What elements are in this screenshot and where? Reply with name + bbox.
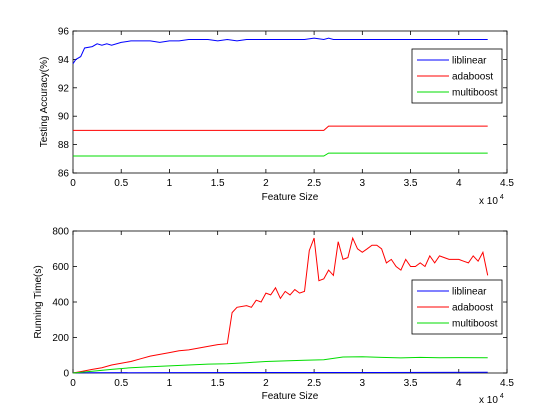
chart-accuracy-x-multiplier-base: x 10 bbox=[479, 196, 498, 207]
chart-accuracy: 0 0.5 1 1.5 2 2.5 3 3.5 4 4.5 86 88 90 92 94 96 Feature… bbox=[39, 27, 514, 208]
chart-accuracy-y-tick-label: 90 bbox=[58, 112, 70, 123]
chart-accuracy-legend-entries: liblinear adaboost multiboost bbox=[417, 56, 498, 99]
chart-running-time-series bbox=[72, 236, 489, 374]
chart-accuracy-y-tick-label: 94 bbox=[58, 55, 70, 66]
chart-running-time-x-tick-label: 0.5 bbox=[114, 378, 128, 389]
chart-accuracy-x-tick-label: 4 bbox=[456, 178, 462, 189]
chart-accuracy-legend-label-multiboost: multiboost bbox=[452, 88, 498, 99]
chart-running-time-y-tick-label: 200 bbox=[52, 333, 69, 344]
chart-running-time-x-multiplier: x 10 4 bbox=[479, 393, 504, 406]
chart-running-time-x-tick-label: 2 bbox=[263, 378, 269, 389]
chart-accuracy-legend-label-adaboost: adaboost bbox=[452, 72, 493, 83]
chart-running-time-x-tick-label: 4 bbox=[456, 378, 462, 389]
chart-running-time-legend-label-adaboost: adaboost bbox=[452, 303, 493, 314]
chart-running-time-x-tick-label: 1.5 bbox=[211, 378, 225, 389]
chart-running-time-y-axis-label: Running Time(s) bbox=[33, 265, 44, 338]
chart-accuracy-x-tick-label: 4.5 bbox=[500, 178, 514, 189]
chart-accuracy-series-multiboost bbox=[73, 152, 488, 157]
chart-accuracy-x-multiplier: x 10 4 bbox=[479, 194, 504, 207]
chart-running-time-x-axis-label: Feature Size bbox=[262, 391, 319, 402]
chart-running-time-y-tick-label: 600 bbox=[52, 262, 69, 273]
chart-accuracy-x-axis-label: Feature Size bbox=[262, 192, 319, 203]
chart-running-time-x-tick-label: 3.5 bbox=[404, 378, 418, 389]
chart-accuracy-ticks: 0 0.5 1 1.5 2 2.5 3 3.5 4 4.5 86 88 90 92 94 96 bbox=[58, 27, 515, 190]
chart-accuracy-x-tick-label: 1.5 bbox=[211, 178, 225, 189]
chart-running-time-x-multiplier-exp: 4 bbox=[500, 393, 504, 400]
chart-accuracy-x-tick-label: 0 bbox=[70, 178, 76, 189]
chart-running-time-x-tick-label: 0 bbox=[70, 378, 76, 389]
chart-accuracy-y-tick-label: 88 bbox=[58, 140, 70, 151]
chart-accuracy-series-liblinear bbox=[72, 37, 488, 64]
chart-accuracy-legend: liblinear adaboost multiboost bbox=[411, 48, 503, 104]
chart-running-time-series-liblinear bbox=[72, 371, 488, 374]
chart-accuracy-y-axis-label: Testing Accuracy(%) bbox=[39, 57, 50, 148]
chart-running-time: 0 0.5 1 1.5 2 2.5 3 3.5 4 4.5 0 200 400 600 800 Featur… bbox=[33, 227, 514, 407]
chart-accuracy-x-tick-label: 3 bbox=[360, 178, 366, 189]
chart-running-time-y-tick-label: 800 bbox=[52, 227, 69, 238]
chart-running-time-x-tick-label: 3 bbox=[360, 378, 366, 389]
chart-running-time-legend: liblinear adaboost multiboost bbox=[411, 279, 503, 335]
chart-running-time-x-multiplier-base: x 10 bbox=[479, 395, 498, 406]
chart-running-time-x-tick-label: 4.5 bbox=[500, 378, 514, 389]
chart-running-time-y-tick-label: 0 bbox=[63, 369, 69, 380]
chart-running-time-legend-entries: liblinear adaboost multiboost bbox=[417, 287, 498, 330]
chart-accuracy-y-tick-label: 86 bbox=[58, 169, 70, 180]
chart-running-time-legend-label-multiboost: multiboost bbox=[452, 319, 498, 330]
chart-accuracy-y-tick-label: 92 bbox=[58, 83, 70, 94]
chart-accuracy-series-adaboost bbox=[73, 125, 488, 131]
chart-running-time-x-tick-label: 2.5 bbox=[307, 378, 321, 389]
chart-accuracy-x-tick-label: 0.5 bbox=[114, 178, 128, 189]
chart-running-time-series-multiboost bbox=[72, 356, 488, 374]
chart-running-time-legend-label-liblinear: liblinear bbox=[452, 287, 487, 298]
chart-accuracy-series bbox=[72, 37, 488, 157]
chart-accuracy-y-tick-label: 96 bbox=[58, 27, 70, 38]
chart-running-time-ticks: 0 0.5 1 1.5 2 2.5 3 3.5 4 4.5 0 200 400 600 800 bbox=[52, 227, 514, 390]
chart-accuracy-x-tick-label: 1 bbox=[167, 178, 173, 189]
chart-accuracy-x-multiplier-exp: 4 bbox=[500, 194, 504, 201]
chart-accuracy-legend-label-liblinear: liblinear bbox=[452, 56, 487, 67]
chart-running-time-y-tick-label: 400 bbox=[52, 298, 69, 309]
chart-accuracy-x-tick-label: 2.5 bbox=[307, 178, 321, 189]
chart-running-time-series-adaboost bbox=[72, 236, 489, 374]
chart-accuracy-x-tick-label: 3.5 bbox=[404, 178, 418, 189]
chart-accuracy-x-tick-label: 2 bbox=[263, 178, 269, 189]
chart-running-time-x-tick-label: 1 bbox=[167, 378, 173, 389]
